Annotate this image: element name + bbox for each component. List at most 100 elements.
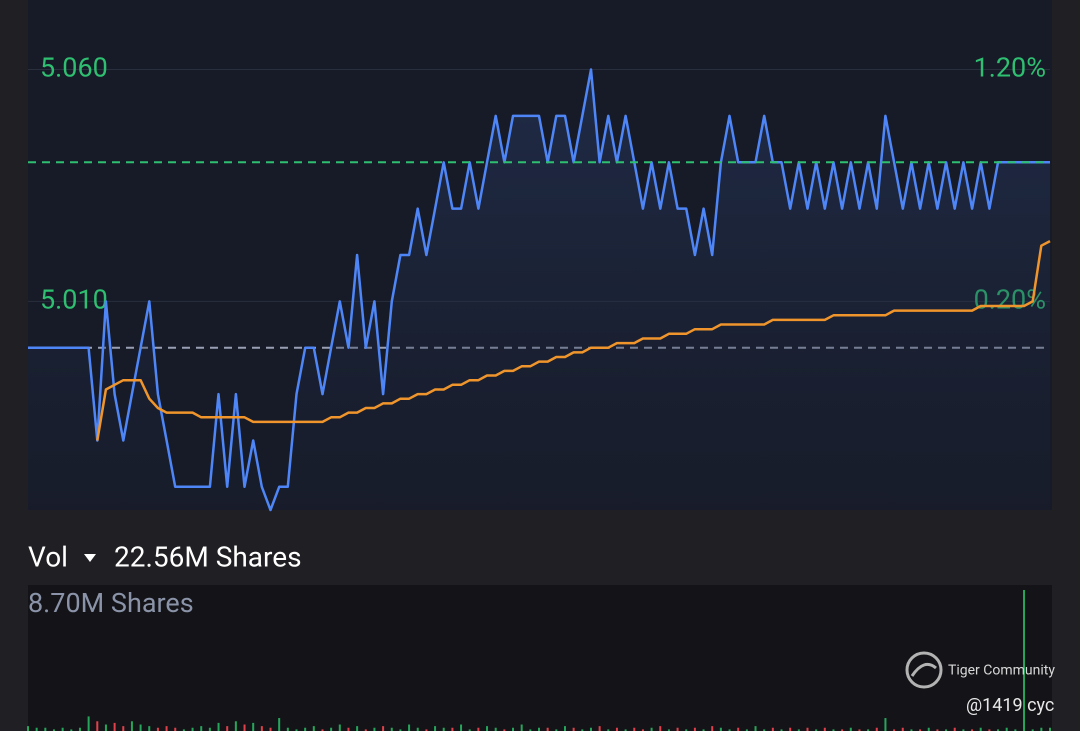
volume-bar (728, 729, 731, 731)
volume-bar (234, 721, 237, 731)
volume-bar (373, 727, 376, 731)
volume-bar (858, 729, 861, 731)
volume-bar (477, 727, 480, 731)
volume-bar (425, 729, 428, 731)
volume-bar (44, 727, 47, 731)
volume-bar (338, 724, 341, 731)
volume-bar (875, 727, 878, 731)
volume-panel (28, 585, 1052, 731)
volume-bar (96, 721, 99, 731)
volume-bar (356, 726, 359, 731)
volume-bar (416, 727, 419, 731)
volume-bar (70, 729, 73, 731)
volume-bar (61, 727, 64, 731)
volume-bar (780, 729, 783, 731)
volume-bar (295, 729, 298, 731)
volume-bar (641, 729, 644, 731)
volume-bar (659, 726, 662, 731)
volume-bar (893, 729, 896, 731)
volume-bar (104, 724, 107, 731)
volume-bar (451, 727, 454, 731)
volume-bar (789, 727, 792, 731)
volume-bar (953, 727, 956, 731)
volume-bar (650, 727, 653, 731)
volume-bar (321, 729, 324, 731)
volume-bar (434, 726, 437, 731)
volume-bar (546, 727, 549, 731)
volume-bar (382, 726, 385, 731)
volume-bar (711, 726, 714, 731)
volume-bar (693, 727, 696, 731)
volume-bar (633, 727, 636, 731)
watermark-user: @1419 cyc (966, 695, 1054, 716)
volume-bar (685, 729, 688, 731)
volume-max-label: 8.70M Shares (28, 587, 194, 619)
average-line (96, 239, 1051, 441)
volume-bar (286, 727, 289, 731)
volume-bar (910, 729, 913, 731)
volume-bar (962, 729, 965, 731)
volume-bar (191, 727, 194, 731)
volume-bar (87, 716, 90, 731)
volume-bar (347, 727, 350, 731)
volume-bar (997, 729, 1000, 731)
volume-bar (35, 727, 38, 731)
volume-bar (364, 729, 367, 731)
volume-bar (901, 727, 904, 731)
volume-bar (563, 726, 566, 731)
volume-bar (78, 727, 81, 731)
volume-bar (1040, 727, 1043, 731)
volume-bar (615, 727, 618, 731)
volume-bar (572, 727, 575, 731)
volume-bar (737, 727, 740, 731)
volume-bar (676, 727, 679, 731)
volume-bar (156, 727, 159, 731)
volume-bar (468, 729, 471, 731)
volume-bar (538, 727, 540, 731)
volume-bar (702, 729, 705, 731)
volume-bar (113, 722, 116, 731)
volume-bar (200, 726, 203, 731)
volume-total: 22.56M Shares (114, 540, 302, 573)
volume-bar (486, 726, 489, 731)
volume-bar (520, 724, 523, 731)
volume-bar (979, 727, 982, 731)
volume-bar (589, 727, 592, 731)
volume-bar (460, 724, 463, 731)
volume-bar (174, 727, 177, 731)
volume-bar (312, 726, 315, 731)
volume-bar (1005, 727, 1008, 731)
volume-bar (927, 727, 930, 731)
volume-bar (815, 729, 818, 731)
volume-bar (278, 718, 281, 731)
volume-bar (165, 726, 168, 731)
volume-bar (139, 724, 142, 731)
price-area (28, 69, 1050, 510)
volume-bar (624, 729, 627, 731)
price-line (28, 68, 1050, 512)
volume-bar (27, 726, 29, 731)
volume-header[interactable]: Vol (28, 540, 68, 573)
volume-bar (832, 729, 835, 731)
volume-bar (330, 727, 333, 731)
watermark-logo (905, 651, 943, 689)
volume-bar (763, 729, 766, 731)
volume-bar (148, 726, 151, 731)
volume-bar (971, 729, 974, 731)
volume-bar (719, 727, 722, 731)
volume-bar (399, 729, 402, 731)
dropdown-icon[interactable] (84, 554, 96, 562)
volume-bar (841, 729, 844, 731)
volume-bar (806, 727, 809, 731)
volume-bar (260, 726, 263, 731)
volume-bar (122, 726, 125, 731)
volume-bar (442, 727, 445, 731)
volume-bar (226, 726, 229, 731)
volume-bar (217, 722, 220, 731)
volume-bar (130, 721, 133, 731)
volume-bar (503, 729, 506, 731)
volume-bar (390, 727, 393, 731)
volume-bar (771, 727, 774, 731)
volume-bar (754, 726, 757, 731)
